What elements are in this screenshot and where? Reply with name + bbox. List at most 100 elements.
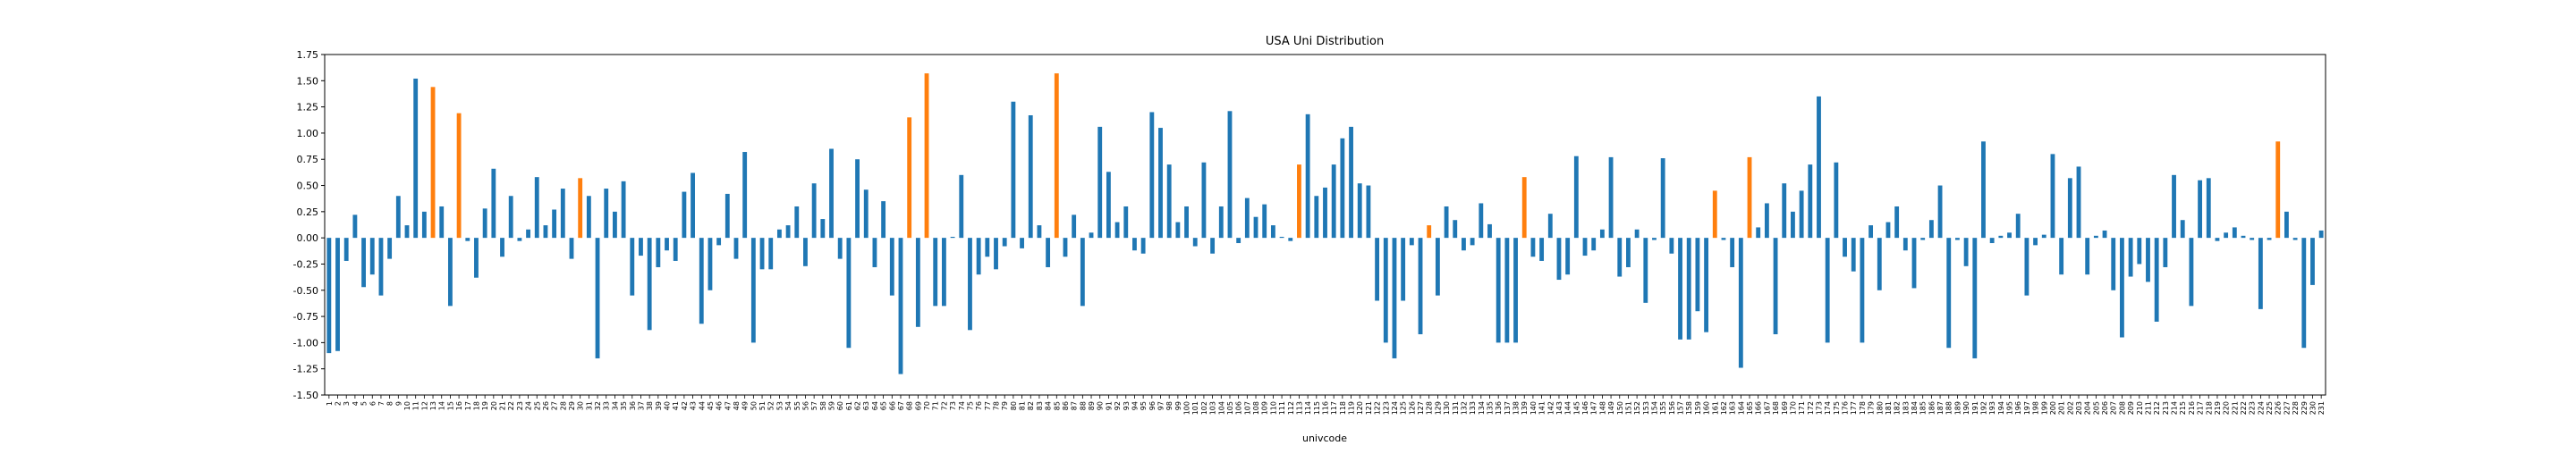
- x-tick-label: 95: [1140, 401, 1148, 410]
- bar: [803, 238, 808, 266]
- bar: [560, 189, 565, 239]
- x-tick-label: 172: [1807, 401, 1815, 415]
- x-tick-label: 78: [993, 401, 1001, 410]
- x-tick-label: 25: [533, 401, 541, 410]
- x-tick-label: 8: [386, 401, 394, 406]
- x-tick-label: 213: [2162, 401, 2170, 415]
- bar: [829, 148, 834, 239]
- bar: [1894, 206, 1900, 239]
- x-tick-label: 24: [525, 401, 533, 410]
- bar: [2198, 180, 2203, 239]
- bar: [1020, 238, 1024, 248]
- bar: [604, 189, 609, 239]
- bar: [1340, 138, 1345, 239]
- x-tick-label: 10: [403, 401, 411, 410]
- bar: [343, 238, 349, 261]
- x-tick-label: 182: [1894, 401, 1902, 415]
- bar: [1080, 238, 1085, 307]
- bar: [1981, 141, 1986, 239]
- bar: [1547, 214, 1553, 239]
- y-tick-label: 0.50: [297, 181, 319, 192]
- x-tick-label: 98: [1165, 401, 1174, 410]
- x-tick-label: 28: [559, 401, 567, 410]
- bar: [2310, 238, 2315, 285]
- x-tick-label: 35: [620, 401, 628, 410]
- bar: [1158, 128, 1163, 239]
- x-tick-label: 91: [1105, 401, 1113, 410]
- bar: [1678, 238, 1682, 340]
- x-tick-label: 188: [1945, 401, 1953, 415]
- x-tick-label: 166: [1755, 401, 1763, 415]
- x-tick-label: 45: [707, 401, 715, 410]
- x-tick-label: 30: [577, 401, 585, 410]
- x-tick-label: 83: [1036, 401, 1044, 410]
- chart-title: USA Uni Distribution: [1266, 35, 1384, 48]
- x-tick-label: 110: [1269, 401, 1277, 415]
- bar: [933, 238, 938, 307]
- bar: [1868, 225, 1874, 239]
- bar: [863, 189, 869, 239]
- y-tick-label: 1.75: [297, 49, 319, 61]
- bar: [1331, 164, 1336, 239]
- x-tick-label: 209: [2127, 401, 2135, 415]
- bar: [1002, 238, 1007, 247]
- bar: [456, 113, 462, 239]
- x-tick-label: 100: [1183, 401, 1191, 415]
- x-tick-label: 90: [1097, 401, 1105, 410]
- bar: [1453, 220, 1458, 239]
- bar: [1175, 222, 1181, 239]
- x-tick-label: 223: [2249, 401, 2257, 415]
- bar: [1825, 238, 1830, 343]
- bar: [1166, 164, 1172, 239]
- x-tick-label: 168: [1772, 401, 1780, 415]
- bar: [1401, 238, 1406, 301]
- bar: [1149, 112, 1155, 239]
- x-tick-label: 92: [1114, 401, 1122, 410]
- plot-frame: [324, 54, 2326, 396]
- bar: [1556, 238, 1562, 281]
- x-tick-label: 19: [481, 401, 489, 410]
- x-tick-label: 158: [1685, 401, 1693, 415]
- bar: [1375, 238, 1380, 301]
- y-tick-label: 0.00: [297, 232, 319, 244]
- x-tick-label: 179: [1868, 401, 1876, 415]
- x-tick-label: 37: [637, 401, 645, 410]
- x-tick-label: 138: [1513, 401, 1521, 415]
- x-tick-label: 20: [490, 401, 498, 410]
- x-tick-label: 41: [672, 401, 680, 410]
- x-tick-label: 203: [2075, 401, 2083, 415]
- bar: [1305, 114, 1310, 239]
- x-tick-label: 144: [1564, 401, 1572, 415]
- bar: [630, 238, 635, 296]
- bar: [924, 73, 929, 239]
- x-tick-label: 52: [767, 401, 775, 410]
- x-tick-label: 132: [1460, 401, 1468, 415]
- bar: [2007, 232, 2012, 239]
- x-tick-label: 225: [2266, 401, 2274, 415]
- bar: [1383, 238, 1388, 343]
- x-tick-label: 111: [1278, 401, 1286, 415]
- bar: [1911, 238, 1917, 289]
- x-tick-label: 210: [2136, 401, 2144, 415]
- bar: [1617, 238, 1623, 277]
- bar: [950, 236, 955, 239]
- bar: [2163, 238, 2168, 267]
- x-tick-label: 46: [716, 401, 724, 410]
- y-tick-label: 1.25: [297, 102, 319, 114]
- x-tick-label: 150: [1616, 401, 1624, 415]
- x-tick-label: 212: [2153, 401, 2161, 415]
- bar: [665, 238, 669, 251]
- bar: [1591, 238, 1597, 251]
- bar: [1184, 206, 1189, 239]
- bar: [2015, 214, 2021, 239]
- x-tick-label: 131: [1452, 401, 1460, 415]
- x-tick-label: 26: [542, 401, 550, 410]
- bar: [907, 117, 912, 239]
- bar: [2292, 238, 2298, 240]
- bar: [2189, 238, 2194, 307]
- bar: [1262, 204, 1267, 239]
- x-tick-label: 107: [1243, 401, 1251, 415]
- bar: [1114, 222, 1120, 239]
- bar: [1323, 187, 1327, 239]
- x-tick-label: 162: [1720, 401, 1728, 415]
